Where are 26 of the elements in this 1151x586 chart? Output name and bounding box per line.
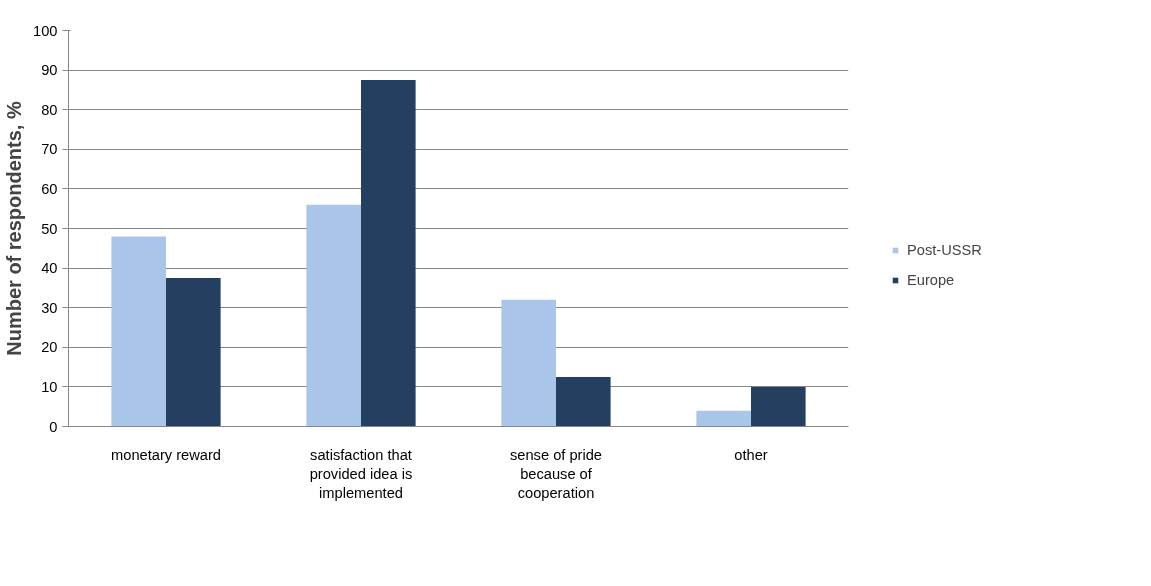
bar bbox=[361, 80, 416, 427]
bar bbox=[556, 377, 611, 427]
y-tick-label: 60 bbox=[41, 180, 58, 197]
legend-label: Post-USSR bbox=[907, 241, 982, 258]
y-tick-label: 100 bbox=[33, 22, 58, 39]
bar bbox=[751, 386, 806, 427]
y-tick-label: 30 bbox=[41, 299, 58, 316]
bar bbox=[166, 278, 221, 427]
bar bbox=[501, 299, 556, 427]
y-tick-label: 40 bbox=[41, 260, 58, 277]
y-tick-label: 90 bbox=[41, 62, 58, 79]
y-tick-label: 10 bbox=[41, 378, 58, 395]
y-tick-label: 20 bbox=[41, 339, 58, 356]
x-tick-label: monetary reward bbox=[111, 446, 221, 463]
x-tick-label: other bbox=[734, 446, 768, 463]
y-tick-label: 0 bbox=[49, 418, 58, 435]
y-axis-title: Number of respondents, % bbox=[3, 101, 26, 356]
bar bbox=[111, 236, 166, 427]
y-tick-label: 50 bbox=[41, 220, 58, 237]
bar bbox=[696, 410, 751, 427]
y-tick-label: 70 bbox=[41, 141, 58, 158]
legend-label: Europe bbox=[907, 271, 955, 288]
x-tick-label: satisfaction that provided idea is implemented bbox=[309, 446, 413, 501]
x-tick-label: sense of pride because of cooperation bbox=[509, 446, 603, 501]
bar bbox=[306, 204, 361, 427]
y-tick-label: 80 bbox=[41, 101, 58, 118]
